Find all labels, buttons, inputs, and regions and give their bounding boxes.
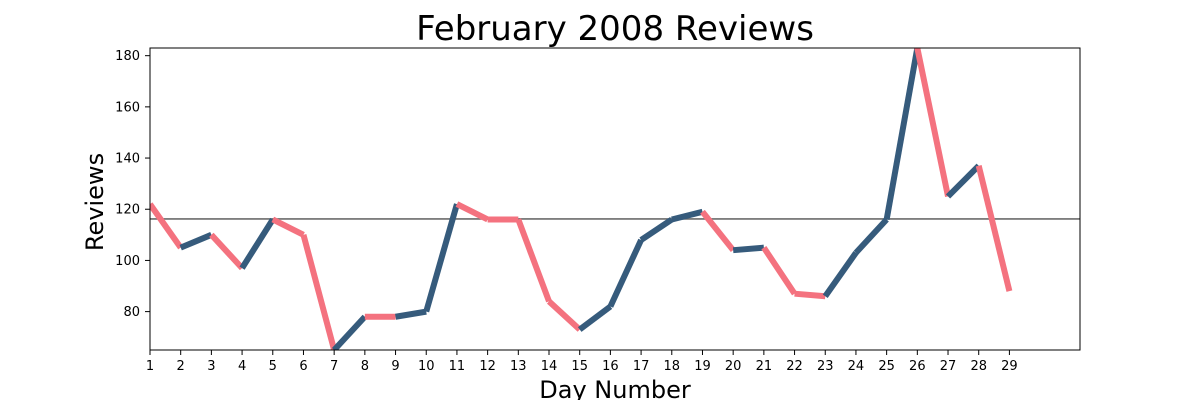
line-segment <box>179 232 213 251</box>
plot-frame <box>149 47 1081 351</box>
x-tick-label: 29 <box>1001 359 1018 374</box>
x-tick-label: 10 <box>418 359 435 374</box>
line-segment <box>300 234 338 350</box>
line-segment <box>423 203 460 313</box>
line-segment <box>914 48 951 198</box>
line-segment <box>515 218 552 303</box>
line-segment <box>395 308 427 320</box>
x-tick-label: 25 <box>878 359 895 374</box>
y-tick-label: 100 <box>115 254 140 269</box>
line-segment <box>239 217 276 270</box>
y-tick-label: 180 <box>115 49 140 64</box>
series-line <box>150 48 1013 350</box>
line-segment <box>577 304 613 332</box>
x-tick-label: 16 <box>602 359 619 374</box>
y-tick-label: 160 <box>115 100 140 115</box>
line-segment <box>607 238 644 308</box>
x-tick-label: 20 <box>725 359 742 374</box>
y-tick-label: 80 <box>123 305 140 320</box>
x-axis-label: Day Number <box>539 376 691 400</box>
x-tick-label: 8 <box>361 359 369 374</box>
line-segment <box>761 245 798 296</box>
x-tick-label: 22 <box>786 359 803 374</box>
chart-title: February 2008 Reviews <box>416 9 814 49</box>
x-tick-label: 19 <box>694 359 711 374</box>
x-tick-label: 9 <box>391 359 399 374</box>
y-axis-label: Reviews <box>81 153 109 251</box>
line-segment <box>853 217 889 255</box>
x-tick-label: 3 <box>207 359 215 374</box>
line-segment <box>700 209 736 253</box>
x-tick-label: 26 <box>909 359 926 374</box>
x-tick-label: 15 <box>571 359 588 374</box>
x-tick-label: 14 <box>541 359 558 374</box>
x-tick-label: 11 <box>449 359 466 374</box>
x-tick-label: 2 <box>177 359 185 374</box>
line-segment <box>546 299 582 332</box>
x-tick-label: 13 <box>510 359 527 374</box>
y-tick-label: 120 <box>115 203 140 218</box>
x-tick-label: 28 <box>970 359 987 374</box>
x-tick-label: 6 <box>299 359 307 374</box>
line-segment <box>639 216 674 243</box>
line-segment <box>883 48 921 221</box>
y-tick-label: 140 <box>115 152 140 167</box>
x-tick-label: 4 <box>238 359 246 374</box>
x-tick-label: 24 <box>848 359 865 374</box>
plot-area: 1 2 3 4 5 6 7 8 9 10 11 12 13 14 15 16 17 18 19 20 21 22 23 24 2… <box>115 47 1081 374</box>
x-tick-label: 21 <box>756 359 773 374</box>
x-tick-label: 23 <box>817 359 834 374</box>
line-segment <box>209 232 245 271</box>
line-segment <box>271 216 305 238</box>
x-tick-label: 17 <box>633 359 650 374</box>
line-segment <box>822 251 859 298</box>
line-segment <box>331 314 368 350</box>
x-tick-label: 12 <box>479 359 496 374</box>
x-tick-label: 5 <box>269 359 277 374</box>
line-segment <box>794 290 826 300</box>
line-segment <box>945 163 981 199</box>
line-segment <box>150 202 184 250</box>
x-tick-label: 27 <box>940 359 957 374</box>
line-segment <box>455 201 489 223</box>
x-tick-label: 7 <box>330 359 338 374</box>
line-segment <box>975 165 1013 292</box>
x-tick-label: 18 <box>664 359 681 374</box>
x-tick-label: 1 <box>146 359 154 374</box>
line-segment <box>732 244 765 254</box>
line-segment <box>671 208 704 223</box>
